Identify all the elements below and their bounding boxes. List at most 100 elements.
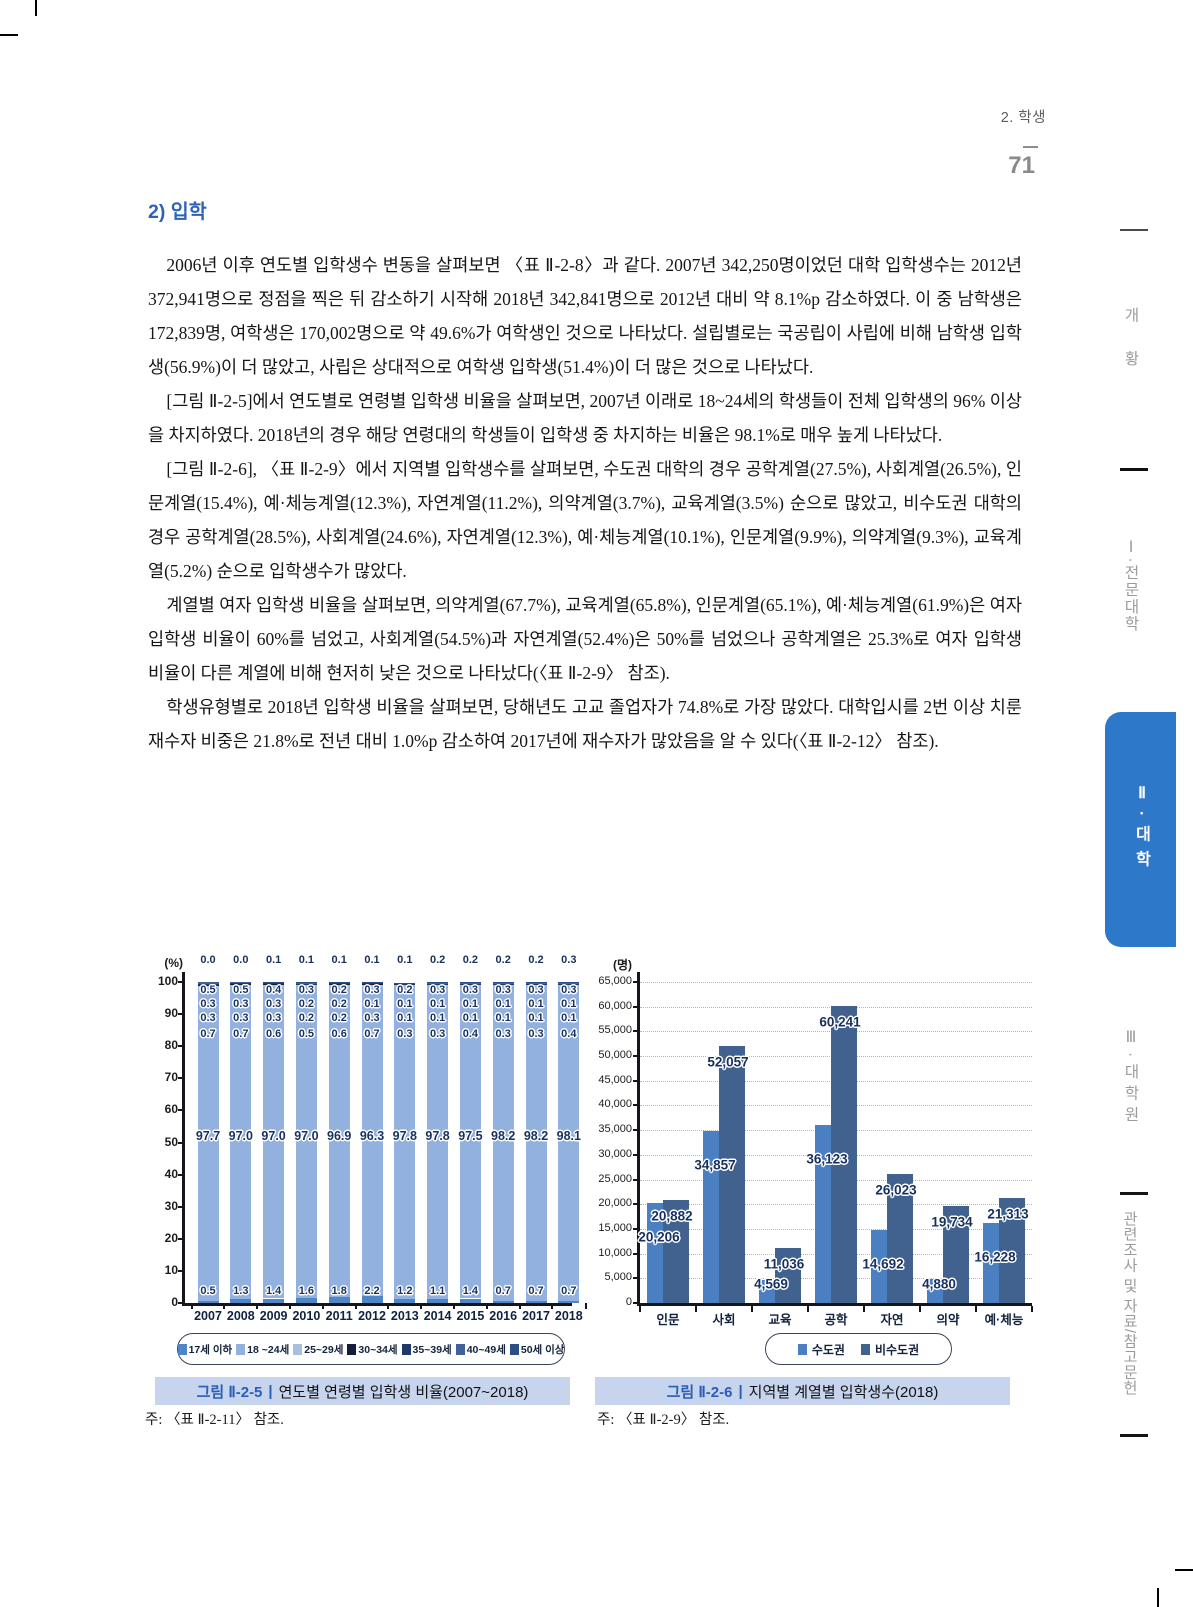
y-axis-tick	[178, 1109, 185, 1112]
left-chart-note: 주: 〈표 Ⅱ-2-11〉 참조.	[145, 1412, 284, 1428]
value-label-bisudogwon: 52,057	[707, 1054, 749, 1070]
value-label-under17: 0.7	[528, 1285, 544, 1297]
x-axis-tick	[751, 1306, 753, 1312]
value-label-bisudogwon: 19,734	[931, 1214, 973, 1230]
y-axis-tick-label: 40,000	[598, 1098, 632, 1111]
x-axis-category-label: 2012	[358, 1309, 386, 1323]
value-label-main: 98.1	[556, 1129, 581, 1143]
bar-segment	[361, 986, 383, 1296]
x-axis-tick	[975, 1306, 977, 1312]
y-axis-tick-label: 70	[164, 1070, 178, 1085]
value-label-sudogwon: 14,692	[862, 1256, 904, 1272]
value-label: 0.4	[462, 1028, 479, 1040]
value-label-under17: 1.2	[397, 1285, 413, 1297]
bar-segment	[394, 984, 416, 986]
y-axis-tick-label: 50,000	[598, 1049, 632, 1062]
legend-swatch	[455, 1343, 465, 1355]
value-label: 0.5	[200, 984, 216, 996]
y-axis-tick	[633, 1030, 640, 1033]
bar-segment	[558, 984, 580, 986]
bar-segment	[361, 984, 383, 987]
value-label: 0.1	[397, 1012, 413, 1024]
value-label-under17: 1.4	[265, 1285, 282, 1297]
value-label-sudogwon: 4,880	[922, 1276, 956, 1292]
sidebar-item-university-active: Ⅱ·대학	[1105, 712, 1176, 947]
y-axis-tick	[633, 1055, 640, 1058]
value-label-under17: 1.1	[429, 1285, 446, 1297]
legend-swatch	[797, 1343, 807, 1355]
bar-segment	[427, 1299, 449, 1303]
bar-segment	[295, 982, 317, 984]
left-caption-divider: |	[268, 1382, 273, 1400]
value-label: 0.3	[561, 984, 577, 996]
bar-segment	[328, 982, 350, 983]
bar-bisudogwon	[775, 1248, 801, 1303]
value-label: 0.1	[429, 1012, 446, 1024]
bar-segment	[459, 982, 481, 984]
value-label: 0.3	[462, 984, 479, 996]
value-label: 0.2	[298, 1012, 315, 1024]
bar-segment	[459, 1298, 481, 1303]
x-axis-category-label: 교육	[768, 1313, 792, 1327]
x-axis-tick	[1031, 1306, 1033, 1312]
y-axis-tick	[633, 1005, 640, 1008]
y-axis-tick	[633, 1129, 640, 1132]
bar-segment	[295, 983, 317, 985]
gridline	[640, 982, 1032, 983]
left-caption-title: 연도별 연령별 입학생 비율(2007~2018)	[278, 1383, 529, 1401]
bar-segment	[328, 983, 350, 985]
value-label-under17: 1.8	[331, 1285, 347, 1297]
value-label-50plus: 0.0	[233, 954, 249, 966]
bar-segment	[263, 1298, 285, 1303]
right-chart-caption: 그림 Ⅱ-2-6 | 지역별 계열별 입학생수(2018)	[595, 1377, 1010, 1405]
value-label: 0.3	[364, 1012, 380, 1024]
crop-mark-top-left-horizontal	[0, 34, 18, 36]
bar-segment	[197, 985, 219, 988]
y-axis-tick-label: 65,000	[598, 975, 632, 987]
y-axis-tick	[633, 1203, 640, 1206]
value-label-sudogwon: 16,228	[974, 1249, 1016, 1265]
value-label: 0.1	[561, 1012, 577, 1024]
running-header-section: 2. 학생	[1000, 110, 1046, 126]
y-axis-tick-label: 60,000	[598, 999, 632, 1012]
region-chart-legend: 수도권 비수도권	[765, 1333, 952, 1365]
x-axis-category-label: 2015	[456, 1309, 485, 1323]
x-axis-tick	[190, 1303, 193, 1309]
legend-swatch	[177, 1343, 187, 1355]
page-number: 71	[1008, 152, 1035, 179]
y-axis-tick-label: 80	[164, 1038, 178, 1053]
bar-segment	[328, 1297, 350, 1303]
right-caption-divider: |	[738, 1382, 743, 1400]
value-label-under17: 1.3	[233, 1285, 249, 1297]
crop-mark-bottom-right-vertical	[1157, 1588, 1159, 1607]
bar-segment	[394, 982, 416, 984]
bar-segment	[197, 987, 219, 1302]
value-label: 0.2	[331, 984, 347, 996]
legend-item: 비수도권	[860, 1341, 919, 1358]
x-axis-category-label: 2010	[292, 1309, 321, 1323]
value-label-main: 97.8	[425, 1129, 450, 1143]
right-caption-number: 그림 Ⅱ-2-6	[666, 1383, 733, 1401]
y-axis-tick	[178, 1302, 185, 1304]
y-axis-tick-label: 10	[164, 1262, 178, 1277]
value-label-50plus: 0.1	[298, 954, 315, 966]
value-label-main: 97.0	[294, 1129, 319, 1143]
bar-segment	[525, 984, 547, 986]
value-label-main: 96.9	[327, 1129, 352, 1143]
bar-bisudogwon	[887, 1174, 913, 1303]
bar-segment	[230, 1298, 252, 1303]
y-axis-tick-label: 35,000	[598, 1123, 632, 1136]
y-axis-tick-label: 55,000	[598, 1024, 632, 1037]
bar-segment	[263, 987, 285, 1299]
x-axis-tick	[639, 1306, 641, 1312]
x-axis-category-label: 2008	[226, 1309, 255, 1323]
x-axis-category-label: 공학	[824, 1313, 848, 1327]
bar-segment	[295, 986, 317, 1298]
legend-item: 17세 이하	[177, 1342, 232, 1357]
value-label: 0.3	[495, 984, 511, 996]
x-axis-tick	[420, 1303, 423, 1309]
legend-label: 수도권	[811, 1342, 845, 1357]
y-axis-tick-label: 100	[157, 974, 178, 988]
y-axis-tick	[178, 1077, 185, 1080]
value-label: 0.1	[495, 1012, 511, 1024]
